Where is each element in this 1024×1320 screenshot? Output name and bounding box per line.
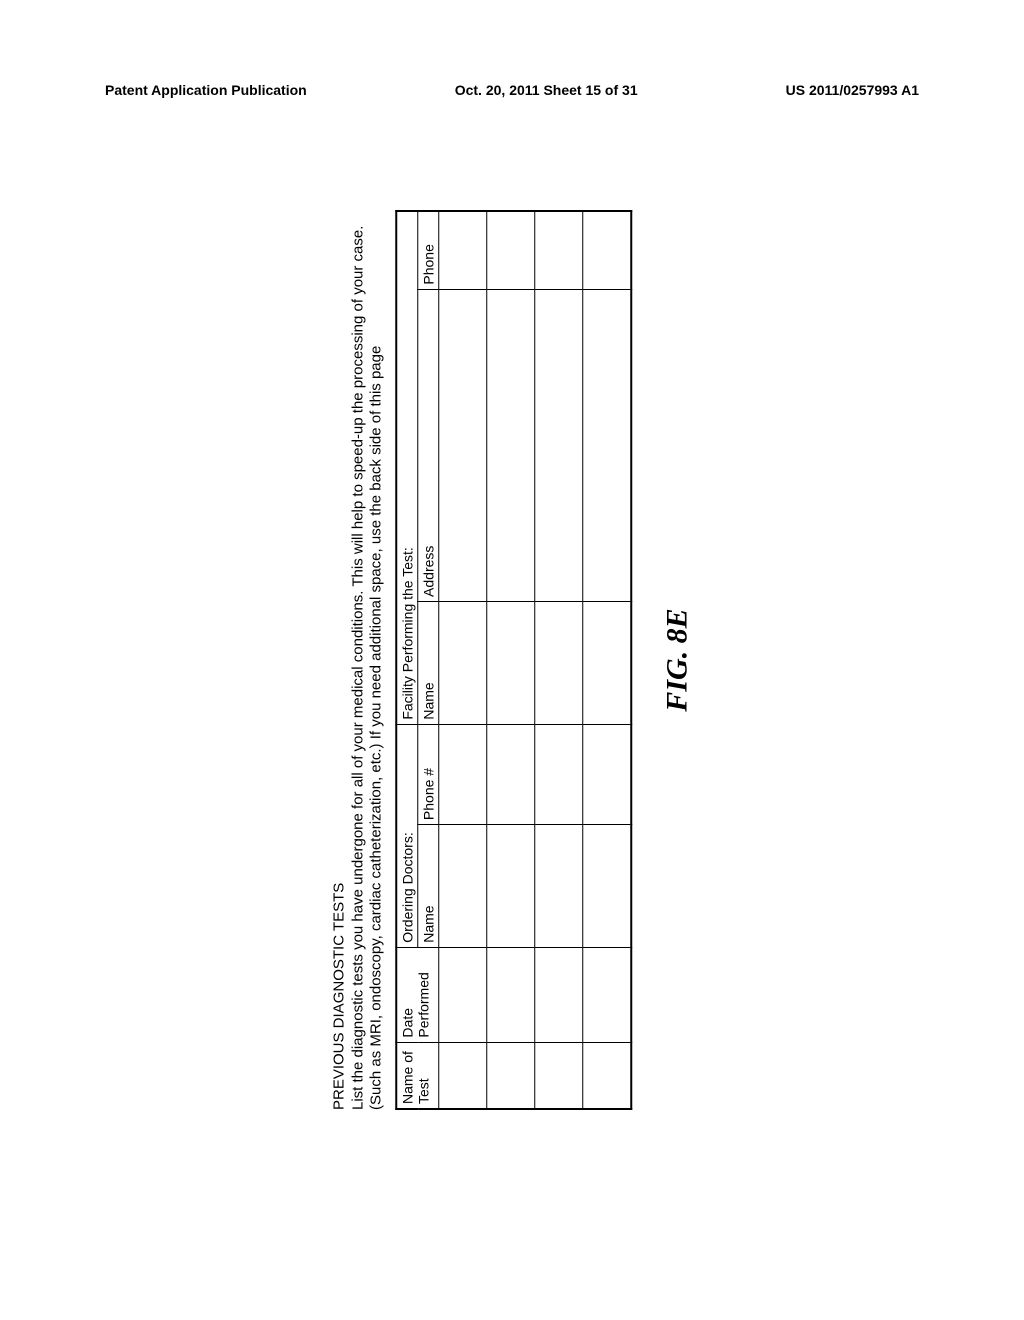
table-cell bbox=[583, 1042, 631, 1109]
table-cell bbox=[583, 211, 631, 289]
table-cell bbox=[535, 724, 583, 824]
table-cell bbox=[439, 211, 487, 289]
table-cell bbox=[487, 289, 535, 601]
table-cell bbox=[535, 211, 583, 289]
form-instructions: List the diagnostic tests you have under… bbox=[349, 210, 385, 1110]
table-cell bbox=[487, 825, 535, 948]
table-cell bbox=[535, 947, 583, 1042]
table-cell bbox=[439, 825, 487, 948]
table-cell bbox=[583, 724, 631, 824]
col-header-facility-name: Name bbox=[418, 601, 439, 724]
diagnostic-tests-table: Name of Test Date Performed Ordering Doc… bbox=[395, 210, 632, 1110]
table-cell bbox=[583, 947, 631, 1042]
header-right: US 2011/0257993 A1 bbox=[786, 82, 919, 98]
table-cell bbox=[583, 601, 631, 724]
table-row bbox=[535, 211, 583, 1109]
group-header-ordering: Ordering Doctors: bbox=[396, 724, 418, 947]
table-cell bbox=[583, 289, 631, 601]
table-cell bbox=[535, 1042, 583, 1109]
table-cell bbox=[487, 947, 535, 1042]
table-cell bbox=[487, 1042, 535, 1109]
figure-label: FIG. 8E bbox=[660, 210, 694, 1110]
page-header: Patent Application Publication Oct. 20, … bbox=[105, 82, 919, 98]
table-cell bbox=[439, 1042, 487, 1109]
table-cell bbox=[439, 289, 487, 601]
table-group-header-row: Name of Test Date Performed Ordering Doc… bbox=[396, 211, 418, 1109]
table-cell bbox=[439, 724, 487, 824]
col-header-test: Name of Test bbox=[396, 1042, 439, 1109]
col-header-facility-phone: Phone bbox=[418, 211, 439, 289]
rotated-figure-content: PREVIOUS DIAGNOSTIC TESTS List the diagn… bbox=[330, 210, 694, 1110]
col-header-doctor-name: Name bbox=[418, 825, 439, 948]
table-row bbox=[439, 211, 487, 1109]
table-cell bbox=[487, 601, 535, 724]
table-cell bbox=[439, 947, 487, 1042]
col-header-facility-address: Address bbox=[418, 289, 439, 601]
header-center: Oct. 20, 2011 Sheet 15 of 31 bbox=[455, 82, 638, 98]
table-cell bbox=[535, 825, 583, 948]
table-row bbox=[583, 211, 631, 1109]
table-cell bbox=[583, 825, 631, 948]
table-cell bbox=[535, 601, 583, 724]
col-header-date: Date Performed bbox=[396, 947, 439, 1042]
col-header-doctor-phone: Phone # bbox=[418, 724, 439, 824]
group-header-facility: Facility Performing the Test: bbox=[396, 211, 418, 724]
table-row bbox=[487, 211, 535, 1109]
table-cell bbox=[535, 289, 583, 601]
table-cell bbox=[487, 211, 535, 289]
table-cell bbox=[487, 724, 535, 824]
header-left: Patent Application Publication bbox=[105, 82, 307, 98]
table-cell bbox=[439, 601, 487, 724]
form-title: PREVIOUS DIAGNOSTIC TESTS bbox=[330, 210, 347, 1110]
